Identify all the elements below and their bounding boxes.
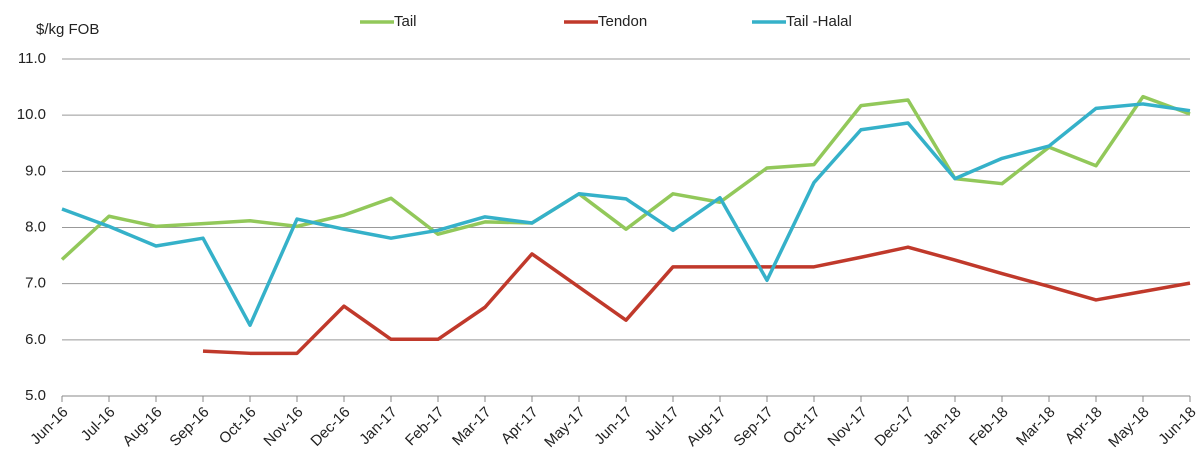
x-tick-label: Jan-17 <box>356 404 400 448</box>
series-line <box>61 102 1191 327</box>
x-tick-label: Apr-18 <box>1062 404 1106 448</box>
y-tick-label: 10.0 <box>17 106 46 123</box>
y-tick-label: 7.0 <box>25 275 46 292</box>
x-tick-label: Feb-18 <box>966 404 1012 450</box>
x-tick-label: Aug-17 <box>683 404 729 450</box>
x-tick-label: Oct-17 <box>780 404 824 448</box>
series-line <box>202 245 1191 356</box>
x-tick-label: Oct-16 <box>216 404 260 448</box>
y-tick-label: 11.0 <box>18 50 46 67</box>
x-tick-label: Jun-17 <box>591 404 635 448</box>
x-tick-label: Sep-17 <box>730 404 776 450</box>
x-tick-label: Aug-16 <box>119 404 165 450</box>
y-tick-label: 8.0 <box>25 218 46 235</box>
x-tick-label: Jun-18 <box>1155 404 1198 448</box>
x-tick-label: May-18 <box>1105 404 1152 451</box>
x-tick-label: Dec-16 <box>307 404 353 450</box>
legend-label: Tail -Halal <box>786 13 852 30</box>
y-tick-label: 5.0 <box>25 387 46 404</box>
x-tick-label: Mar-18 <box>1013 404 1059 450</box>
series-line <box>60 94 1191 261</box>
y-tick-label: 9.0 <box>25 162 46 179</box>
x-tick-label: Sep-16 <box>166 404 212 450</box>
y-axis-label: $/kg FOB <box>36 21 99 38</box>
x-tick-label: Jul-16 <box>78 404 119 445</box>
x-tick-label: May-17 <box>541 404 588 451</box>
x-tick-label: Jul-17 <box>642 404 683 445</box>
x-tick-label: Feb-17 <box>402 404 448 450</box>
x-tick-label: Jun-16 <box>27 404 71 448</box>
legend-label: Tail <box>394 13 417 30</box>
x-tick-label: Nov-16 <box>260 404 306 450</box>
x-tick-label: Apr-17 <box>498 404 542 448</box>
x-tick-label: Jan-18 <box>920 404 964 448</box>
x-tick-label: Mar-17 <box>449 404 495 450</box>
legend-label: Tendon <box>598 13 647 30</box>
x-tick-label: Dec-17 <box>871 404 917 450</box>
y-tick-label: 6.0 <box>25 331 46 348</box>
x-tick-label: Nov-17 <box>824 404 870 450</box>
